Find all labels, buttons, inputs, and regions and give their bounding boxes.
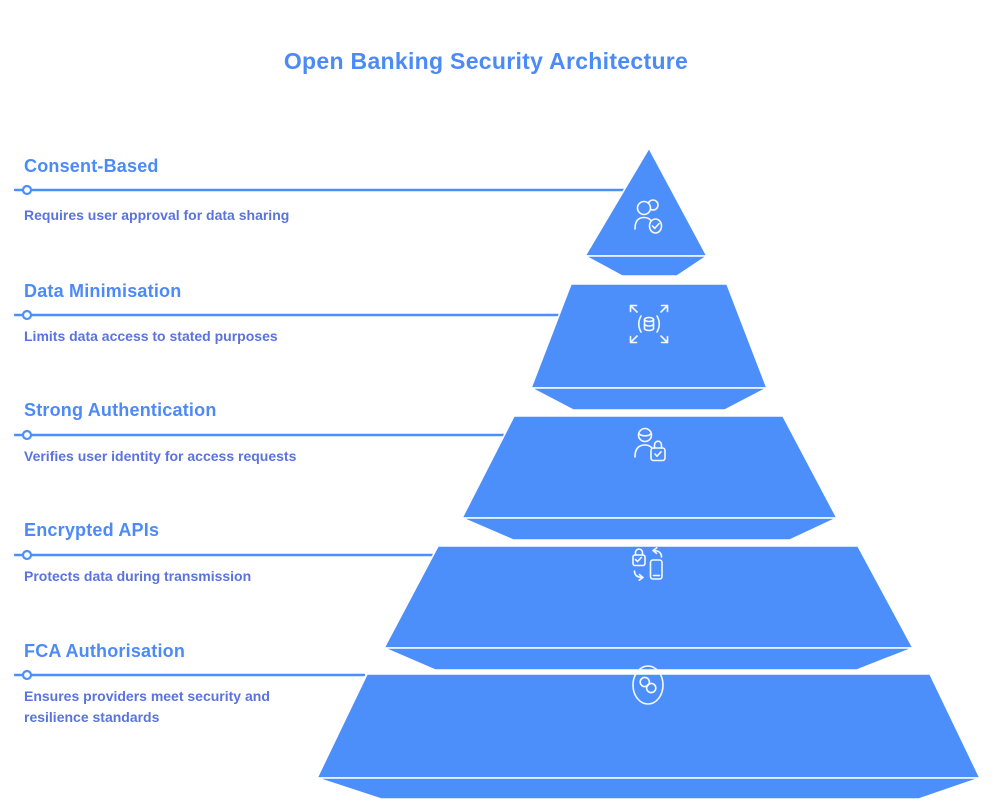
tier-3-bevel	[461, 517, 838, 541]
tier-label-fca-authorisation: FCA Authorisation	[24, 641, 186, 661]
tier-description-data-minimisation: Limits data access to stated purposes	[24, 328, 278, 344]
connector-dot-2	[21, 309, 33, 321]
pyramid-tier-5	[316, 665, 981, 800]
tier-2-bevel	[530, 387, 768, 411]
tier-label-data-minimisation: Data Minimisation	[24, 281, 182, 301]
connector-dot-5	[21, 669, 33, 681]
dual-ring-icon	[632, 665, 664, 705]
diagram-title: Open Banking Security Architecture	[283, 48, 689, 74]
tier-5-bevel	[316, 777, 981, 800]
connector-dot-1	[21, 184, 33, 196]
data-shrink-icon	[629, 304, 669, 344]
tier-4-face	[383, 545, 914, 649]
connector-dot-3	[21, 429, 33, 441]
user-lock-icon	[634, 427, 666, 462]
tier-description-strong-authentication: Verifies user identity for access reques…	[24, 448, 297, 464]
lock-device-sync-icon	[632, 547, 663, 581]
tier-5-face	[316, 673, 981, 779]
pyramid-tier-4	[383, 545, 914, 671]
tier-label-consent-based: Consent-Based	[24, 156, 159, 176]
connector-lines	[13, 184, 628, 681]
tier-label-strong-authentication: Strong Authentication	[24, 400, 217, 420]
tier-description-consent-based: Requires user approval for data sharing	[24, 207, 290, 223]
tier-description-encrypted-apis: Protects data during transmission	[24, 568, 252, 584]
connector-dot-4	[21, 549, 33, 561]
pyramid-tier-3	[461, 415, 838, 541]
pyramid-tier-1	[584, 147, 708, 277]
tier-label-encrypted-apis: Encrypted APIs	[24, 520, 160, 540]
user-check-icon	[634, 199, 663, 234]
tier-description-fca-authorisation: Ensures providers meet security and resi…	[24, 688, 270, 725]
pyramid-tier-2	[530, 283, 768, 411]
tier-4-bevel	[383, 647, 914, 671]
tier-2-face	[530, 283, 768, 389]
tier-1-bevel	[584, 255, 708, 277]
